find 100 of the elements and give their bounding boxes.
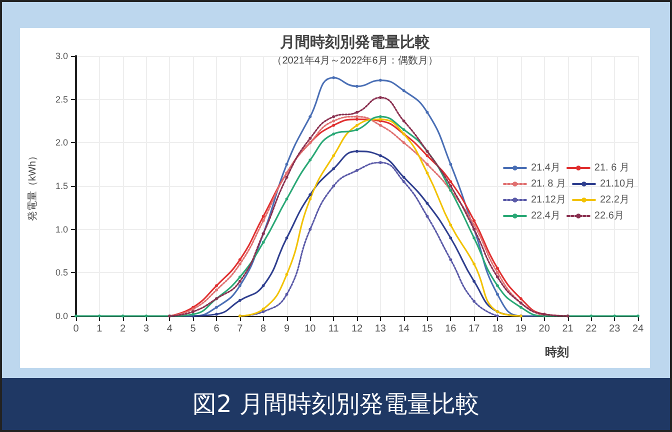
point bbox=[449, 236, 452, 240]
point bbox=[332, 76, 336, 80]
point bbox=[238, 298, 242, 302]
legend-label: 22.6月 bbox=[594, 210, 624, 222]
point bbox=[332, 120, 336, 122]
x-tick-label: 17 bbox=[468, 324, 480, 334]
point bbox=[332, 167, 336, 170]
chart-subtitle: （2021年4月～2022年6月：偶数月） bbox=[272, 54, 438, 66]
point bbox=[449, 224, 452, 226]
chart-title: 月間時刻別発電量比較 bbox=[279, 33, 431, 51]
point bbox=[402, 120, 406, 122]
y-tick-label: 3.0 bbox=[55, 51, 68, 61]
point bbox=[332, 124, 336, 127]
point bbox=[356, 115, 358, 118]
point bbox=[238, 262, 242, 266]
x-tick-label: 12 bbox=[351, 324, 363, 334]
point bbox=[496, 271, 499, 274]
point bbox=[472, 280, 476, 283]
point bbox=[356, 110, 358, 114]
point bbox=[332, 184, 336, 188]
point bbox=[449, 184, 452, 188]
point bbox=[472, 219, 476, 222]
point bbox=[402, 128, 406, 132]
point bbox=[308, 193, 312, 196]
point bbox=[215, 306, 218, 309]
point bbox=[402, 141, 406, 144]
point bbox=[262, 308, 265, 311]
point bbox=[308, 136, 312, 140]
point bbox=[262, 284, 265, 288]
y-tick-label: 0.0 bbox=[55, 311, 68, 321]
x-tick-label: 1 bbox=[96, 324, 103, 334]
point bbox=[308, 115, 312, 118]
point bbox=[356, 128, 358, 132]
x-tick-label: 5 bbox=[190, 324, 196, 334]
point bbox=[519, 306, 522, 309]
point bbox=[449, 180, 452, 184]
legend-label: 22.2月 bbox=[600, 194, 630, 206]
point bbox=[472, 236, 476, 240]
point bbox=[378, 115, 382, 118]
x-tick-label: 0 bbox=[73, 324, 80, 334]
legend-label: 22.4月 bbox=[530, 210, 560, 222]
x-tick-label: 24 bbox=[632, 324, 644, 334]
point bbox=[215, 284, 218, 288]
y-tick-label: 1.5 bbox=[55, 181, 68, 191]
x-tick-label: 7 bbox=[237, 324, 244, 334]
x-axis-title: 時刻 bbox=[545, 345, 569, 359]
point bbox=[402, 89, 406, 92]
point bbox=[496, 314, 499, 318]
x-tick-label: 16 bbox=[445, 324, 457, 334]
point bbox=[238, 280, 242, 283]
point bbox=[378, 154, 382, 158]
legend-label: 21. 6 月 bbox=[594, 162, 630, 174]
point bbox=[449, 162, 452, 166]
y-tick-label: 2.0 bbox=[55, 138, 68, 148]
point bbox=[472, 300, 476, 303]
point bbox=[426, 172, 429, 174]
x-tick-label: 11 bbox=[328, 324, 340, 334]
point bbox=[378, 161, 382, 164]
legend-label: 21.12月 bbox=[530, 194, 566, 206]
x-tick-label: 21 bbox=[562, 324, 574, 334]
point bbox=[308, 228, 312, 231]
point bbox=[238, 284, 242, 288]
x-tick-label: 18 bbox=[492, 324, 504, 334]
legend-label: 21.4月 bbox=[530, 162, 560, 174]
x-tick-label: 4 bbox=[166, 324, 173, 334]
point bbox=[472, 262, 476, 266]
point bbox=[238, 258, 242, 262]
point bbox=[285, 272, 288, 276]
caption: 図2 月間時刻別発電量比較 bbox=[2, 378, 670, 430]
x-tick-label: 9 bbox=[284, 324, 290, 334]
point bbox=[308, 158, 312, 162]
point bbox=[144, 314, 148, 318]
legend-label: 21. 8 月 bbox=[530, 178, 566, 190]
point bbox=[449, 258, 452, 262]
point bbox=[378, 124, 382, 127]
point bbox=[308, 198, 312, 200]
x-tick-label: 6 bbox=[214, 324, 220, 334]
point bbox=[262, 214, 265, 218]
point bbox=[378, 96, 382, 100]
point bbox=[356, 124, 358, 127]
x-tick-label: 23 bbox=[609, 324, 621, 334]
y-tick-label: 1.0 bbox=[55, 224, 68, 234]
x-tick-label: 14 bbox=[398, 324, 410, 334]
x-tick-label: 3 bbox=[143, 324, 150, 334]
point bbox=[238, 276, 242, 278]
point bbox=[332, 132, 336, 136]
point bbox=[215, 312, 218, 316]
x-tick-label: 8 bbox=[260, 324, 267, 334]
point bbox=[356, 84, 358, 88]
point bbox=[496, 266, 499, 270]
x-tick-label: 13 bbox=[374, 324, 386, 334]
x-tick-label: 15 bbox=[422, 324, 434, 334]
point bbox=[285, 198, 288, 200]
point bbox=[378, 78, 382, 82]
point bbox=[332, 154, 336, 158]
y-tick-label: 2.5 bbox=[55, 94, 68, 104]
y-axis-title: 発電量（kWh） bbox=[28, 151, 38, 221]
x-tick-label: 10 bbox=[304, 324, 316, 334]
point bbox=[192, 310, 195, 314]
point bbox=[262, 219, 265, 222]
